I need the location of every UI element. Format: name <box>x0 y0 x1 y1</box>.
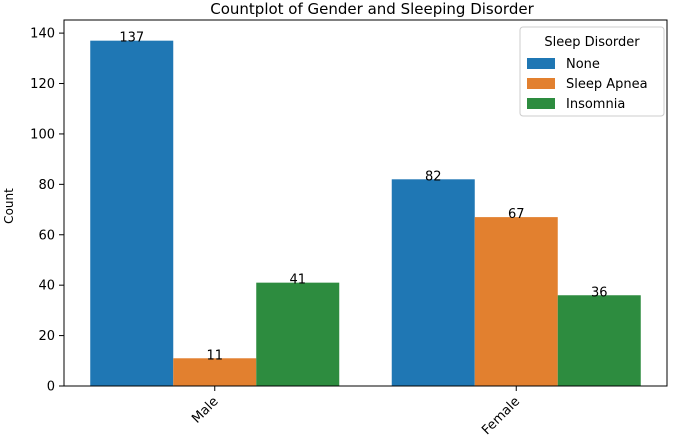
bar-sleep-apnea-male <box>173 358 257 386</box>
bar-insomnia-male <box>256 282 340 386</box>
legend-swatch <box>527 78 555 89</box>
legend-entry: None <box>566 57 600 72</box>
bar-value-label: 41 <box>289 273 306 288</box>
y-tick-label: 100 <box>30 127 55 142</box>
legend-entry: Sleep Apnea <box>566 77 648 92</box>
y-axis-label: Count <box>2 188 16 224</box>
bar-insomnia-female <box>557 295 641 386</box>
bar-value-label: 11 <box>206 348 223 363</box>
legend-swatch <box>527 58 555 69</box>
bar-value-label: 82 <box>425 169 442 184</box>
legend: Sleep Disorder None Sleep Apnea Insomnia <box>519 26 665 117</box>
y-axis-ticks: 0 20 40 60 80 100 120 140 <box>30 27 64 395</box>
legend-title: Sleep Disorder <box>544 35 640 50</box>
chart-title: Countplot of Gender and Sleeping Disorde… <box>210 0 534 18</box>
y-tick-label: 140 <box>30 27 55 42</box>
legend-box <box>519 26 665 117</box>
x-tick-label: Female <box>479 394 523 438</box>
bar-value-label: 67 <box>508 207 525 222</box>
y-tick-label: 80 <box>38 178 55 193</box>
bar-value-label: 137 <box>119 31 144 46</box>
bar-sleep-apnea-female <box>474 217 558 386</box>
y-tick-label: 120 <box>30 77 55 92</box>
legend-entry: Insomnia <box>566 97 625 112</box>
legend-swatch <box>527 98 555 109</box>
y-tick-label: 40 <box>38 279 55 294</box>
bar-labels-group: 137 11 41 82 67 36 <box>119 31 607 364</box>
x-tick-label: Male <box>189 394 221 426</box>
x-axis-ticks: Male Female <box>189 386 523 438</box>
bar-none-male <box>90 40 174 386</box>
y-tick-label: 20 <box>38 329 55 344</box>
bars-group <box>90 40 641 386</box>
bar-value-label: 36 <box>591 285 608 300</box>
y-tick-label: 60 <box>38 228 55 243</box>
y-tick-label: 0 <box>47 380 55 395</box>
bar-none-female <box>391 179 475 386</box>
plot-frame <box>63 19 668 387</box>
